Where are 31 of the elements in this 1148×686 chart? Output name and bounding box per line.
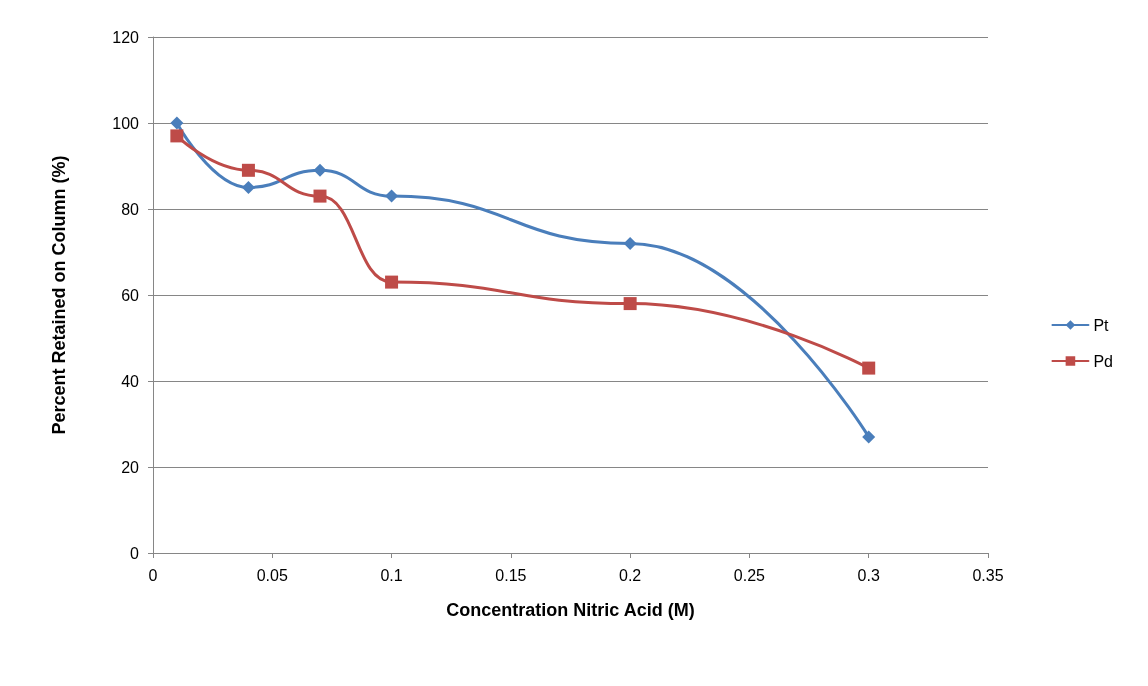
point [862,430,876,444]
point [862,361,876,375]
point [170,129,184,143]
x-tick-label: 0.25 [733,566,766,584]
y-tick-label: 80 [121,200,140,218]
x-tick-label: 0.1 [380,566,403,584]
point [313,189,327,203]
y-tick-label: 0 [130,544,140,562]
x-tick-label: 0.15 [495,566,527,584]
y-axis-title: Percent Retained on Column (%) [49,155,69,435]
point [170,116,184,130]
y-tick-label: 60 [121,286,140,304]
point [241,163,255,177]
y-tick-label: 120 [112,28,140,46]
point [623,297,637,311]
legend-label: Pd [1093,352,1114,370]
x-tick-label: 0.35 [972,566,1004,584]
x-tick-label: 0.05 [256,566,288,584]
point [313,163,327,177]
legend-label: Pt [1093,316,1110,334]
point [385,275,399,289]
y-tick-label: 40 [121,372,140,390]
y-tick-label: 20 [121,458,140,476]
y-tick-label: 100 [112,114,140,132]
point [241,181,255,194]
x-tick-label: 0.2 [619,566,642,584]
x-axis-title: Concentration Nitric Acid (M) [446,600,695,620]
x-tick-label: 0.3 [857,566,880,584]
point [623,236,637,250]
x-tick-label: 0 [148,566,158,584]
point [385,189,399,203]
